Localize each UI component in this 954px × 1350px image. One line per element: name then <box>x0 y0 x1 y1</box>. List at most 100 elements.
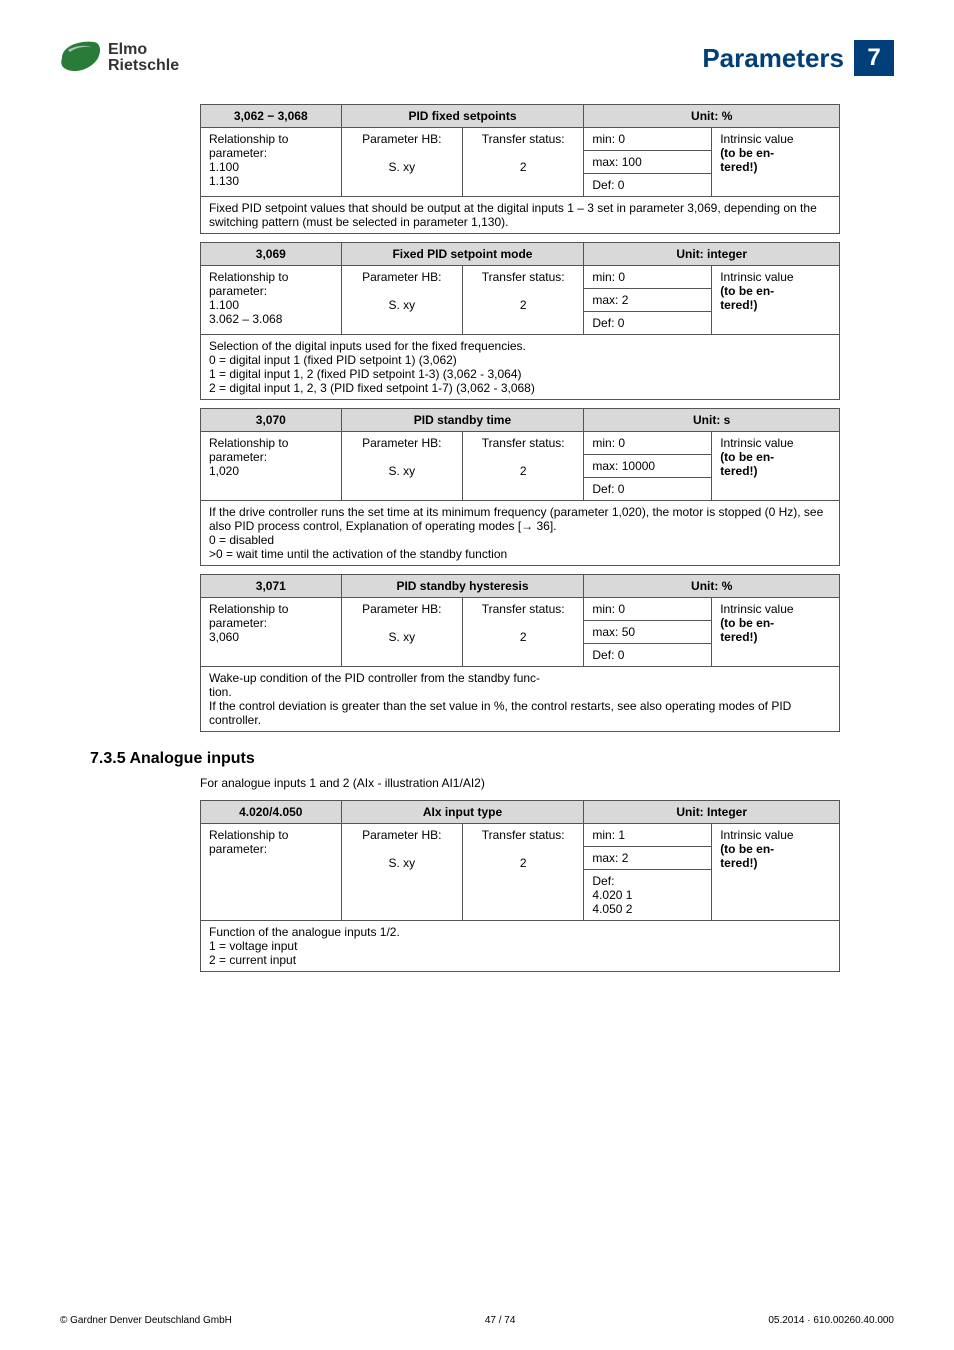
description: Fixed PID setpoint values that should be… <box>201 197 840 234</box>
hb-col: Parameter HB: S. xy <box>341 432 462 501</box>
intrinsic: Intrinsic value <box>720 132 793 146</box>
intrinsic-col: Intrinsic value (to be en- tered!) <box>712 432 840 501</box>
intrinsic-col: Intrinsic value (to be en- tered!) <box>712 266 840 335</box>
status-val: 2 <box>520 160 527 174</box>
param-id: 3,062 − 3,068 <box>201 105 342 128</box>
rel-label: Relationship to parameter: <box>209 436 288 464</box>
title-block: Parameters 7 <box>702 40 894 76</box>
intrinsic: Intrinsic value <box>720 828 793 842</box>
max: max: 2 <box>584 847 712 870</box>
status-label: Transfer status: <box>482 602 565 616</box>
intrinsic-col: Intrinsic value (to be en- tered!) <box>712 128 840 197</box>
entered: (to be en- tered!) <box>720 616 774 644</box>
rel-values: 1.100 1.130 <box>209 160 239 188</box>
page-number-badge: 7 <box>854 40 894 76</box>
logo: Elmo Rietschle <box>60 40 179 76</box>
param-unit: Unit: Integer <box>584 801 840 824</box>
def: Def: 0 <box>584 174 712 197</box>
param-name: PID standby time <box>341 409 584 432</box>
hb-col: Parameter HB: S. xy <box>341 266 462 335</box>
rel-col: Relationship to parameter: 1,020 <box>201 432 342 501</box>
rel-col: Relationship to parameter: 1.100 3.062 –… <box>201 266 342 335</box>
rel-values: 3,060 <box>209 630 239 644</box>
min: min: 0 <box>584 598 712 621</box>
hb-val: S. xy <box>388 298 415 312</box>
rel-col: Relationship to parameter: 1.100 1.130 <box>201 128 342 197</box>
hb-label: Parameter HB: <box>362 602 441 616</box>
param-name: Fixed PID setpoint mode <box>341 243 584 266</box>
status-col: Transfer status: 2 <box>462 266 583 335</box>
hb-col: Parameter HB: S. xy <box>341 824 462 921</box>
page-title: Parameters <box>702 43 844 74</box>
param-table: 3,071 PID standby hysteresis Unit: % Rel… <box>200 574 840 732</box>
intrinsic: Intrinsic value <box>720 270 793 284</box>
status-label: Transfer status: <box>482 436 565 450</box>
description: Selection of the digital inputs used for… <box>201 335 840 400</box>
max: max: 100 <box>584 151 712 174</box>
status-col: Transfer status: 2 <box>462 432 583 501</box>
footer-left: © Gardner Denver Deutschland GmbH <box>60 1315 232 1326</box>
section-title: Analogue inputs <box>129 750 254 767</box>
rel-values: 1,020 <box>209 464 239 478</box>
param-unit: Unit: integer <box>584 243 840 266</box>
hb-col: Parameter HB: S. xy <box>341 598 462 667</box>
rel-col: Relationship to parameter: 3,060 <box>201 598 342 667</box>
hb-val: S. xy <box>388 856 415 870</box>
rel-col: Relationship to parameter: <box>201 824 342 921</box>
min: min: 0 <box>584 128 712 151</box>
param-name: AIx input type <box>341 801 584 824</box>
status-val: 2 <box>520 856 527 870</box>
page-footer: © Gardner Denver Deutschland GmbH 47 / 7… <box>60 1315 894 1326</box>
rel-label: Relationship to parameter: <box>209 828 288 856</box>
description: If the drive controller runs the set tim… <box>201 501 840 566</box>
hb-col: Parameter HB: S. xy <box>341 128 462 197</box>
entered: (to be en- tered!) <box>720 284 774 312</box>
max: max: 10000 <box>584 455 712 478</box>
section-number: 7.3.5 <box>90 750 126 767</box>
rel-label: Relationship to parameter: <box>209 602 288 630</box>
param-unit: Unit: % <box>584 105 840 128</box>
description: Wake-up condition of the PID controller … <box>201 667 840 732</box>
param-id: 3,071 <box>201 575 342 598</box>
param-id: 4.020/4.050 <box>201 801 342 824</box>
status-label: Transfer status: <box>482 270 565 284</box>
status-val: 2 <box>520 298 527 312</box>
intrinsic-col: Intrinsic value (to be en- tered!) <box>712 824 840 921</box>
description: Function of the analogue inputs 1/2. 1 =… <box>201 921 840 972</box>
hb-val: S. xy <box>388 464 415 478</box>
entered: (to be en- tered!) <box>720 842 774 870</box>
entered: (to be en- tered!) <box>720 146 774 174</box>
status-label: Transfer status: <box>482 828 565 842</box>
param-id: 3,069 <box>201 243 342 266</box>
status-col: Transfer status: 2 <box>462 598 583 667</box>
param-unit: Unit: % <box>584 575 840 598</box>
param-id: 3,070 <box>201 409 342 432</box>
max: max: 2 <box>584 289 712 312</box>
logo-icon <box>60 40 102 76</box>
intrinsic-col: Intrinsic value (to be en- tered!) <box>712 598 840 667</box>
rel-label: Relationship to parameter: <box>209 270 288 298</box>
hb-label: Parameter HB: <box>362 436 441 450</box>
hb-label: Parameter HB: <box>362 132 441 146</box>
param-table: 3,069 Fixed PID setpoint mode Unit: inte… <box>200 242 840 400</box>
param-table: 3,062 − 3,068 PID fixed setpoints Unit: … <box>200 104 840 234</box>
def: Def: 0 <box>584 478 712 501</box>
min: min: 0 <box>584 266 712 289</box>
section-subtitle: For analogue inputs 1 and 2 (AIx - illus… <box>200 776 894 790</box>
hb-label: Parameter HB: <box>362 270 441 284</box>
logo-line2: Rietschle <box>108 58 179 74</box>
status-val: 2 <box>520 464 527 478</box>
max: max: 50 <box>584 621 712 644</box>
min: min: 0 <box>584 432 712 455</box>
hb-val: S. xy <box>388 630 415 644</box>
page-header: Elmo Rietschle Parameters 7 <box>60 40 894 76</box>
status-label: Transfer status: <box>482 132 565 146</box>
footer-right: 05.2014 · 610.00260.40.000 <box>768 1315 894 1326</box>
intrinsic: Intrinsic value <box>720 436 793 450</box>
min: min: 1 <box>584 824 712 847</box>
param-unit: Unit: s <box>584 409 840 432</box>
status-val: 2 <box>520 630 527 644</box>
param-table-analog: 4.020/4.050 AIx input type Unit: Integer… <box>200 800 840 972</box>
def: Def: 4.020 1 4.050 2 <box>584 870 712 921</box>
param-name: PID fixed setpoints <box>341 105 584 128</box>
